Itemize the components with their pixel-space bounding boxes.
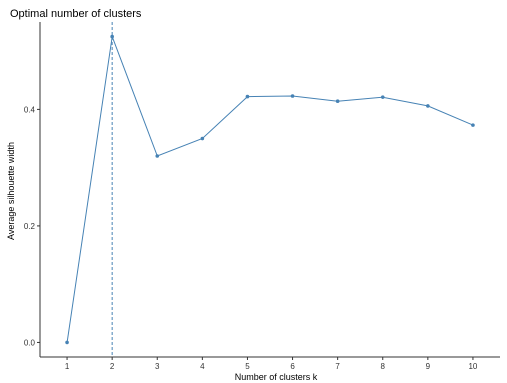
- data-point: [380, 95, 385, 99]
- x-tick-label: 4: [200, 362, 205, 371]
- y-tick-label: 0.4: [24, 105, 36, 114]
- data-point: [426, 104, 430, 108]
- data-point: [335, 99, 340, 104]
- x-tick-label: 6: [290, 362, 295, 371]
- y-axis-title: Average silhouette width: [6, 142, 16, 240]
- x-axis-title: Number of clusters k: [235, 372, 318, 382]
- series-line: [66, 34, 474, 343]
- x-tick-label: 5: [245, 362, 250, 371]
- plot-area: 0.0 0.2 0.4 1 2 3 4 5 6 7 8 9 10: [24, 22, 500, 371]
- x-tick-label: 2: [110, 362, 115, 371]
- data-point: [245, 94, 250, 99]
- x-tick-label: 7: [335, 362, 340, 371]
- y-tick-label: 0.0: [24, 338, 36, 347]
- x-tick-label: 9: [426, 362, 431, 371]
- chart-title: Optimal number of clusters: [10, 8, 142, 20]
- data-point: [200, 136, 205, 141]
- x-tick-label: 10: [468, 362, 477, 371]
- data-point: [155, 154, 160, 158]
- x-tick-label: 3: [155, 362, 160, 371]
- y-tick-label: 0.2: [24, 222, 36, 231]
- data-point: [65, 340, 69, 345]
- x-tick-label: 1: [65, 362, 70, 371]
- data-point: [471, 123, 475, 127]
- data-point: [110, 34, 114, 39]
- data-point: [290, 94, 295, 98]
- x-tick-label: 8: [381, 362, 386, 371]
